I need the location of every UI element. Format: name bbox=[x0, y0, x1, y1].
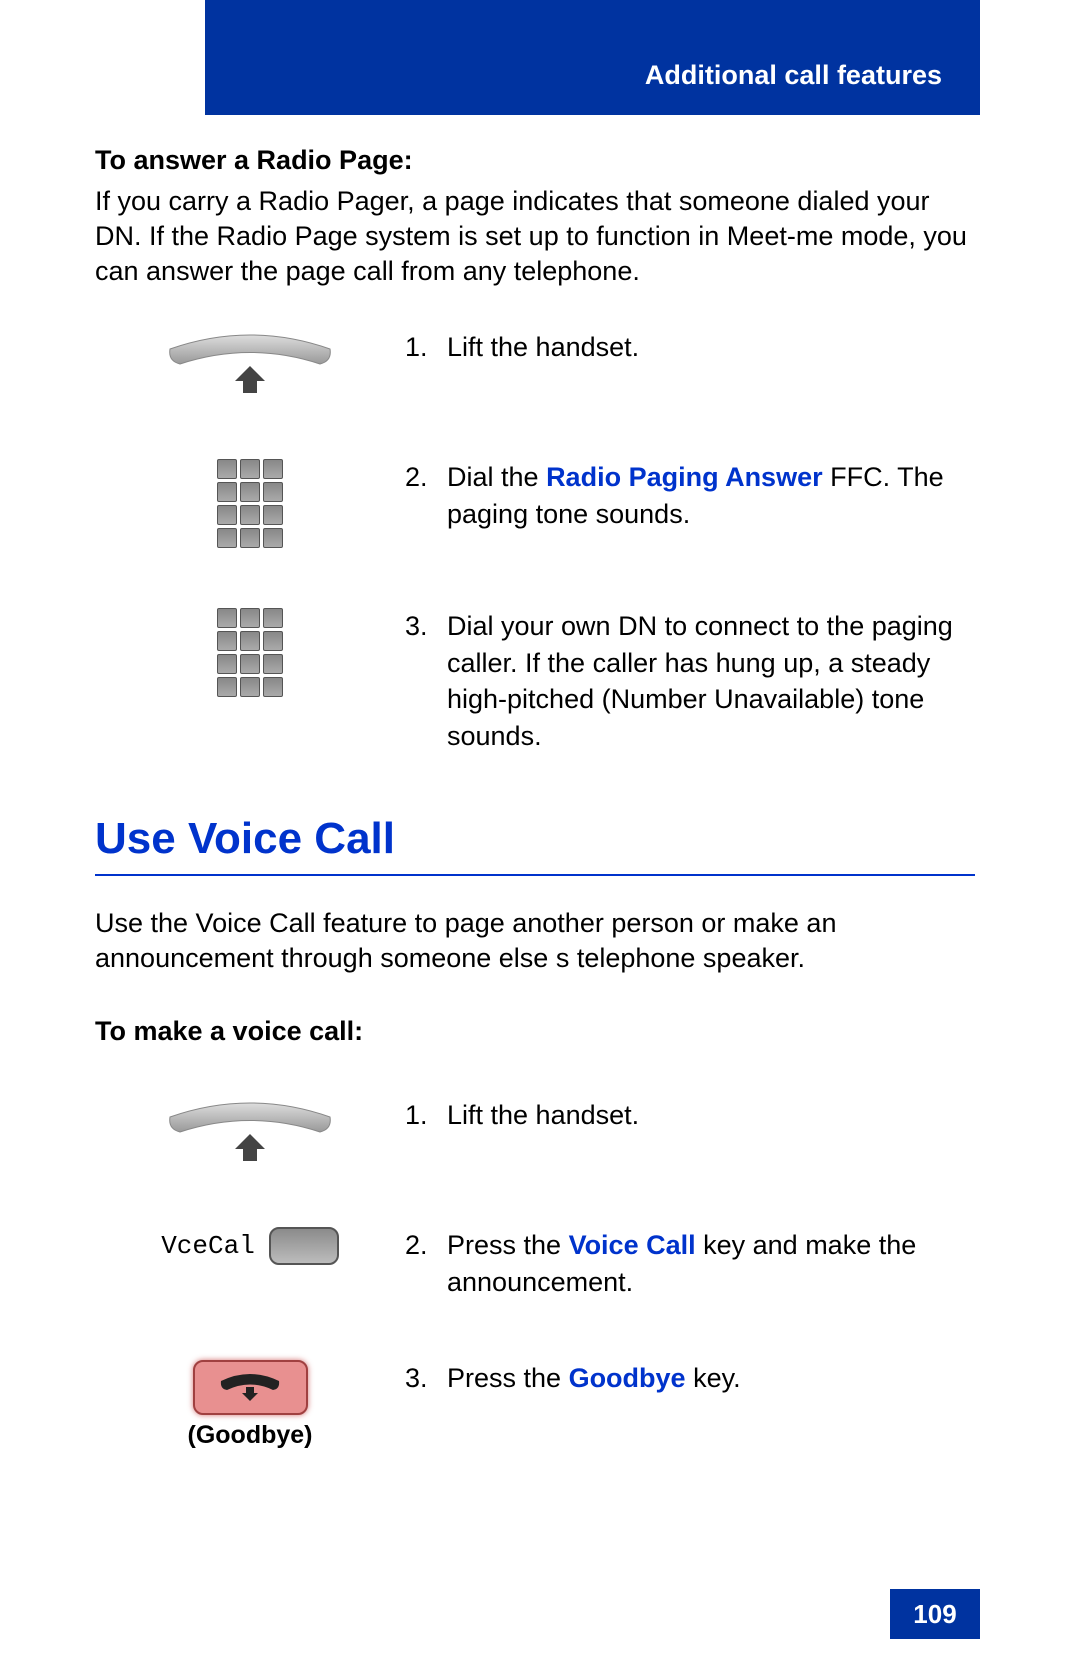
step-body: Press the Voice Call key and make the an… bbox=[447, 1227, 975, 1300]
keypad-icon bbox=[217, 459, 283, 548]
step-body: Dial the Radio Paging Answer FFC. The pa… bbox=[447, 459, 975, 532]
section2-title: Use Voice Call bbox=[95, 814, 975, 864]
page-number-value: 109 bbox=[913, 1599, 956, 1630]
step-icon-cell: (Goodbye) bbox=[95, 1360, 405, 1450]
step-text: 3. Dial your own DN to connect to the pa… bbox=[405, 608, 975, 754]
handset-lift-icon bbox=[155, 1097, 345, 1167]
step-row: 2. Dial the Radio Paging Answer FFC. The… bbox=[95, 459, 975, 548]
step-text: 3. Press the Goodbye key. bbox=[405, 1360, 975, 1396]
goodbye-label: (Goodbye) bbox=[188, 1421, 313, 1450]
step-text: 1. Lift the handset. bbox=[405, 329, 975, 365]
page-content: To answer a Radio Page: If you carry a R… bbox=[95, 145, 975, 1510]
step-number: 2. bbox=[405, 459, 447, 532]
step-body: Dial your own DN to connect to the pagin… bbox=[447, 608, 975, 754]
softkey-button-icon bbox=[269, 1227, 339, 1265]
step-number: 2. bbox=[405, 1227, 447, 1300]
text-post: key. bbox=[686, 1363, 741, 1393]
step-number: 1. bbox=[405, 1097, 447, 1133]
step-icon-cell bbox=[95, 329, 405, 399]
step-icon-cell bbox=[95, 608, 405, 697]
text-pre: Dial the bbox=[447, 462, 546, 492]
section-rule bbox=[95, 874, 975, 876]
step-number: 1. bbox=[405, 329, 447, 365]
step-row: 3. Dial your own DN to connect to the pa… bbox=[95, 608, 975, 754]
link-text: Goodbye bbox=[569, 1363, 686, 1393]
step-row: 1. Lift the handset. bbox=[95, 329, 975, 399]
step-row: 1. Lift the handset. bbox=[95, 1097, 975, 1167]
step-number: 3. bbox=[405, 1360, 447, 1396]
section1-intro: If you carry a Radio Pager, a page indic… bbox=[95, 184, 975, 289]
step-number: 3. bbox=[405, 608, 447, 754]
text-pre: Press the bbox=[447, 1363, 569, 1393]
link-text: Voice Call bbox=[569, 1230, 696, 1260]
goodbye-icon: (Goodbye) bbox=[188, 1360, 313, 1450]
softkey-icon: VceCal bbox=[161, 1227, 339, 1265]
step-row: (Goodbye) 3. Press the Goodbye key. bbox=[95, 1360, 975, 1450]
header-bar: Additional call features bbox=[205, 0, 980, 115]
page-number: 109 bbox=[890, 1589, 980, 1639]
step-icon-cell bbox=[95, 459, 405, 548]
section1-heading: To answer a Radio Page: bbox=[95, 145, 975, 176]
step-text: 2. Dial the Radio Paging Answer FFC. The… bbox=[405, 459, 975, 532]
step-icon-cell bbox=[95, 1097, 405, 1167]
step-body: Press the Goodbye key. bbox=[447, 1360, 975, 1396]
header-title: Additional call features bbox=[645, 60, 942, 91]
softkey-label: VceCal bbox=[161, 1231, 255, 1261]
handset-lift-icon bbox=[155, 329, 345, 399]
keypad-icon bbox=[217, 608, 283, 697]
step-body: Lift the handset. bbox=[447, 1097, 975, 1133]
section2-heading: To make a voice call: bbox=[95, 1016, 975, 1047]
text-pre: Press the bbox=[447, 1230, 569, 1260]
step-row: VceCal 2. Press the Voice Call key and m… bbox=[95, 1227, 975, 1300]
goodbye-button-icon bbox=[193, 1360, 308, 1415]
step-body: Lift the handset. bbox=[447, 329, 975, 365]
link-text: Radio Paging Answer bbox=[546, 462, 823, 492]
step-text: 2. Press the Voice Call key and make the… bbox=[405, 1227, 975, 1300]
step-icon-cell: VceCal bbox=[95, 1227, 405, 1265]
section2-intro: Use the Voice Call feature to page anoth… bbox=[95, 906, 975, 976]
step-text: 1. Lift the handset. bbox=[405, 1097, 975, 1133]
